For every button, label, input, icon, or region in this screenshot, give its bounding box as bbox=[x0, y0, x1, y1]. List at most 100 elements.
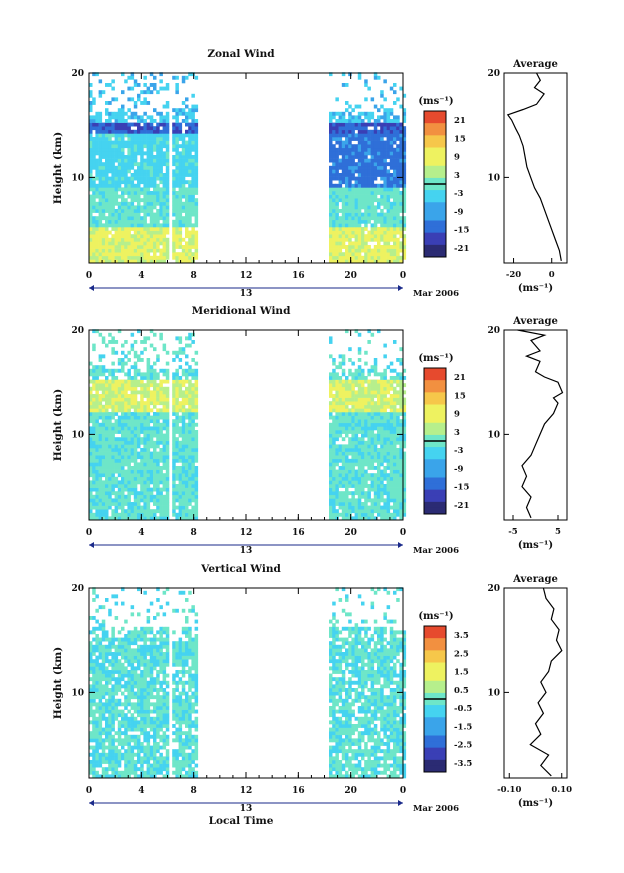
heatmap-cell bbox=[111, 350, 115, 355]
heatmap-cell bbox=[348, 252, 352, 257]
heatmap-cell bbox=[127, 487, 131, 492]
heatmap-cell bbox=[95, 509, 99, 514]
heatmap-cell bbox=[130, 201, 135, 206]
heatmap-cell bbox=[367, 151, 371, 156]
heatmap-cell bbox=[383, 516, 387, 521]
heatmap-cell bbox=[124, 422, 128, 427]
heatmap-cell bbox=[162, 216, 167, 221]
heatmap-cell bbox=[105, 205, 109, 210]
heatmap-cell bbox=[191, 386, 195, 391]
heatmap-cell bbox=[373, 212, 378, 217]
heatmap-cell bbox=[396, 245, 400, 249]
heatmap-cell bbox=[149, 219, 154, 224]
heatmap-cell bbox=[172, 219, 176, 224]
heatmap-cell bbox=[329, 205, 333, 210]
heatmap-cell bbox=[130, 390, 135, 395]
heatmap-cell bbox=[354, 469, 359, 474]
heatmap-cell bbox=[133, 205, 138, 210]
heatmap-cell bbox=[361, 201, 365, 206]
heatmap-cell bbox=[345, 209, 349, 213]
heatmap-cell bbox=[367, 437, 371, 442]
heatmap-cell bbox=[335, 201, 339, 206]
heatmap-cell bbox=[95, 469, 99, 474]
heatmap-cell bbox=[117, 248, 122, 253]
heatmap-cell bbox=[114, 376, 119, 380]
heatmap-cell bbox=[172, 386, 176, 391]
heatmap-cell bbox=[377, 75, 381, 80]
heatmap-cell bbox=[332, 401, 336, 406]
heatmap-cell bbox=[386, 448, 391, 452]
heatmap-cell bbox=[357, 165, 362, 170]
heatmap-cell bbox=[389, 419, 394, 424]
heatmap-cell bbox=[121, 137, 125, 141]
heatmap-cell bbox=[146, 191, 151, 195]
heatmap-cell bbox=[114, 340, 119, 344]
heatmap-cell bbox=[101, 412, 106, 416]
heatmap-cell bbox=[351, 433, 355, 438]
heatmap-cell bbox=[172, 212, 176, 217]
heatmap-cell bbox=[159, 437, 163, 442]
heatmap-cell bbox=[386, 451, 391, 456]
heatmap-cell bbox=[108, 379, 112, 384]
heatmap-cell bbox=[101, 473, 106, 478]
heatmap-cell bbox=[185, 437, 189, 442]
heatmap-cell bbox=[156, 191, 160, 195]
heatmap-cell bbox=[105, 516, 109, 521]
heatmap-cell bbox=[162, 466, 167, 470]
heatmap-cell bbox=[393, 162, 397, 167]
heatmap-cell bbox=[175, 376, 179, 380]
heatmap-cell bbox=[377, 252, 381, 257]
heatmap-cell bbox=[383, 368, 387, 373]
heatmap-cell bbox=[114, 219, 119, 224]
heatmap-cell bbox=[121, 219, 125, 224]
heatmap-cell bbox=[399, 158, 403, 163]
heatmap-cell bbox=[335, 437, 339, 442]
heatmap-cell bbox=[188, 115, 192, 120]
heatmap-cell bbox=[357, 212, 362, 217]
heatmap-cell bbox=[89, 397, 93, 402]
heatmap-cell bbox=[185, 219, 189, 224]
heatmap-cell bbox=[95, 234, 99, 239]
heatmap-cell bbox=[332, 223, 336, 228]
heatmap-cell bbox=[383, 115, 387, 120]
heatmap-cell bbox=[92, 245, 96, 249]
heatmap-cell bbox=[98, 702, 103, 707]
heatmap-cell bbox=[367, 404, 371, 409]
heatmap-cell bbox=[370, 476, 375, 481]
heatmap-cell bbox=[114, 176, 119, 181]
heatmap-cell bbox=[111, 509, 115, 514]
heatmap-cell bbox=[185, 386, 189, 391]
heatmap-cell bbox=[341, 169, 346, 174]
heatmap-cell bbox=[188, 509, 192, 514]
heatmap-cell bbox=[393, 248, 397, 253]
heatmap-cell bbox=[117, 209, 122, 213]
heatmap-cell bbox=[89, 158, 93, 163]
heatmap-cell bbox=[380, 390, 384, 395]
heatmap-cell bbox=[380, 408, 384, 413]
heatmap-cell bbox=[373, 372, 378, 377]
heatmap-cell bbox=[105, 455, 109, 460]
heatmap-cell bbox=[162, 227, 167, 231]
heatmap-cell bbox=[351, 129, 355, 134]
heatmap-cell bbox=[133, 155, 138, 159]
heatmap-cell bbox=[383, 245, 387, 249]
heatmap-cell bbox=[386, 502, 391, 506]
heatmap-cell bbox=[386, 458, 391, 463]
heatmap-cell bbox=[108, 390, 112, 395]
heatmap-cell bbox=[101, 191, 106, 195]
heatmap-cell bbox=[380, 426, 384, 431]
heatmap-cell bbox=[377, 115, 381, 120]
heatmap-cell bbox=[117, 390, 122, 395]
heatmap-cell bbox=[89, 616, 93, 620]
heatmap-cell bbox=[335, 241, 339, 246]
heatmap-cell bbox=[348, 155, 352, 159]
heatmap-cell bbox=[178, 440, 183, 445]
heatmap-cell bbox=[377, 165, 381, 170]
heatmap-cell bbox=[402, 165, 407, 170]
heatmap-cell bbox=[380, 394, 384, 398]
heatmap-cell bbox=[341, 509, 346, 514]
heatmap-cell bbox=[95, 158, 99, 163]
heatmap-cell bbox=[149, 194, 154, 199]
heatmap-cell bbox=[335, 194, 339, 199]
heatmap-cell bbox=[341, 129, 346, 134]
